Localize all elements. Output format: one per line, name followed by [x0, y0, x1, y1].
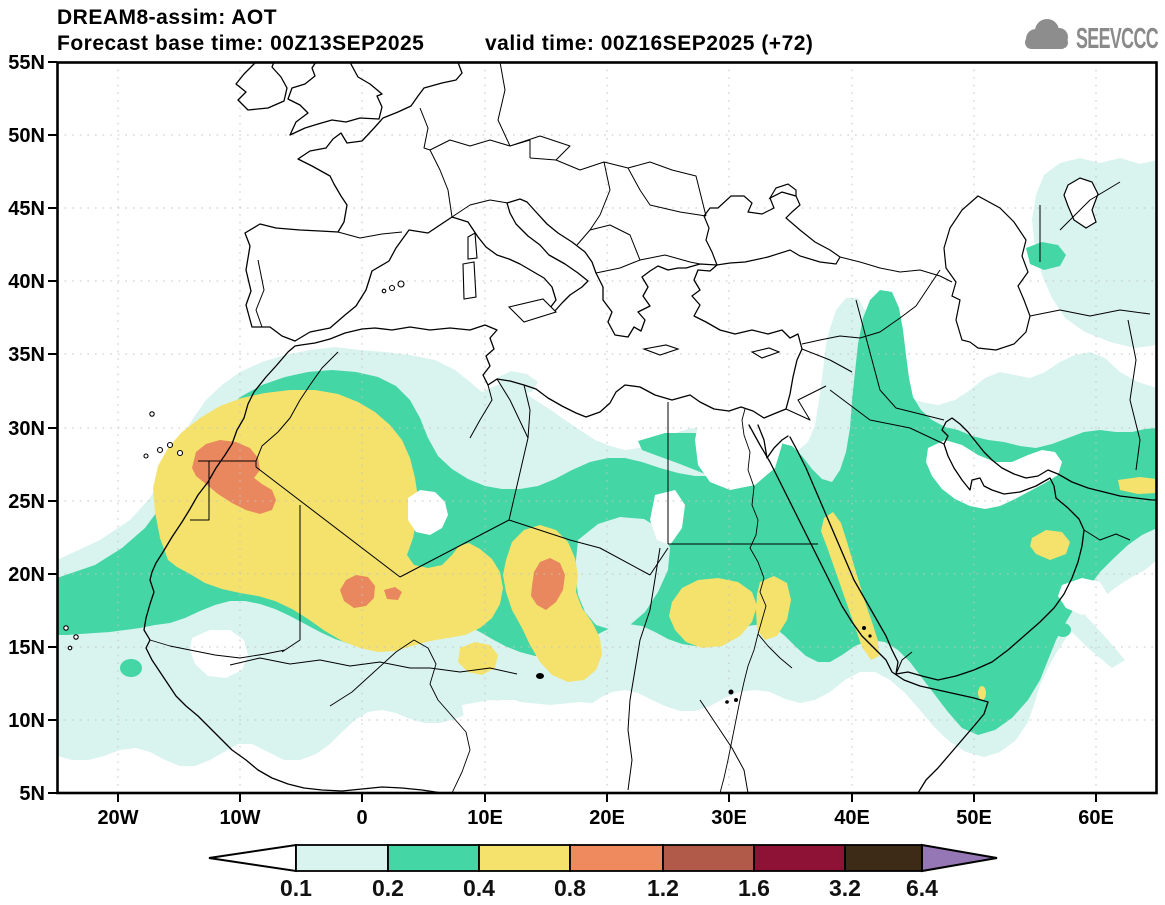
lon-tick-label: 20E — [589, 807, 625, 829]
island-dots — [63, 280, 405, 651]
colorbar-label: 1.2 — [647, 875, 679, 901]
contour-ge-0.4-somalia-dot — [978, 686, 986, 700]
colorbar-label: 1.6 — [738, 875, 770, 901]
black-sea — [703, 191, 841, 266]
map-geography — [63, 63, 1156, 792]
aral-sea — [1063, 177, 1099, 229]
colorbar-segment — [844, 844, 923, 872]
lat-tick-label: 40N — [8, 271, 45, 293]
contour-ge-0.8-morocco — [192, 440, 276, 514]
lat-lon-gridlines — [58, 63, 1156, 792]
lat-tick-label: 45N — [8, 198, 45, 220]
plot-title: DREAM8-assim: AOT — [57, 6, 278, 29]
lon-tick-label: 40E — [834, 807, 870, 829]
colorbar-segment — [569, 844, 664, 872]
colorbar-segment — [753, 844, 846, 872]
lat-tick-label: 5N — [19, 783, 45, 805]
contour-ge-0.8-mali — [340, 575, 375, 608]
contour-ge-0.4-oman — [1030, 530, 1070, 560]
lon-tick-label: 10E — [467, 807, 503, 829]
colorbar-label: 0.4 — [463, 875, 495, 901]
sea-of-azov — [768, 183, 797, 200]
wetland-marks — [536, 626, 872, 704]
contour-ge-0.8-mali-east — [384, 587, 402, 600]
logo-text: SEEVCCC — [1076, 23, 1159, 55]
colorbar-label: 6.4 — [906, 875, 938, 901]
country-borders-mideast — [785, 181, 1151, 675]
colorbar-segment — [478, 844, 571, 872]
contour-ge-0.1-caspian-east — [1032, 158, 1156, 348]
coast-ireland — [235, 63, 288, 111]
lat-tick-label: 35N — [8, 344, 45, 366]
lon-tick-label: 10W — [219, 807, 260, 829]
country-borders-africa — [190, 351, 818, 792]
lat-tick-label: 50N — [8, 125, 45, 147]
contour-ge-0.2-atlantic-spot — [120, 659, 142, 677]
lat-tick-label: 25N — [8, 491, 45, 513]
clear-hole-nigeria — [462, 700, 618, 775]
coast-arabia-gulf-iran — [789, 417, 1156, 681]
river-senegal-niger — [149, 639, 471, 792]
contour-ge-0.2-somali-spot — [1055, 623, 1071, 637]
colorbar: 0.1 0.2 0.4 0.8 1.2 1.6 3.2 6.4 — [208, 843, 998, 901]
country-borders-europe — [255, 63, 707, 328]
contour-ge-0.4-sudan — [669, 578, 757, 648]
coast-iberia-france-northsea — [244, 63, 463, 342]
axis-ticks: 55N 50N 45N 40N 35N 30N 25N 20N 15N 10N 5N 20W 10W 0 1… — [8, 52, 1114, 829]
island-sardinia — [462, 261, 477, 300]
colorbar-segment — [295, 844, 389, 872]
island-sicily — [507, 298, 558, 323]
lon-tick-label: 60E — [1078, 807, 1114, 829]
lon-tick-label: 50E — [956, 807, 992, 829]
lat-tick-label: 30N — [8, 418, 45, 440]
forecast-base-time: Forecast base time: 00Z13SEP2025 — [57, 32, 425, 55]
coast-turkey-levant-north-africa — [143, 264, 803, 792]
coast-red-sea-africa-somalia — [748, 424, 989, 792]
coast-sinai — [757, 424, 789, 459]
contour-ge-0.4-red-sea-streak — [821, 512, 879, 660]
lat-tick-label: 20N — [8, 564, 45, 586]
lat-tick-label: 10N — [8, 710, 45, 732]
river-nile — [719, 408, 793, 792]
lon-tick-label: 30E — [711, 807, 747, 829]
seevccc-logo: SEEVCCC — [1025, 19, 1160, 57]
colorbar-left-arrow — [208, 843, 297, 873]
colorbar-label: 0.8 — [554, 875, 586, 901]
coast-britain — [287, 63, 383, 136]
clear-hole-ne-egypt — [695, 408, 782, 490]
island-cyprus — [750, 347, 781, 359]
coast-spain-med-italy-balkans — [294, 198, 718, 342]
aot-contour-field — [58, 158, 1156, 775]
lon-tick-label: 0 — [356, 807, 367, 829]
contour-ge-0.4-eritrea — [756, 576, 791, 640]
colorbar-right-arrow — [921, 843, 998, 873]
contour-ge-0.2-caspian-se-spot — [1026, 242, 1066, 270]
contour-ge-0.8-chad — [531, 558, 565, 610]
cloud-icon — [1025, 19, 1068, 57]
clear-hole-persian-gulf — [926, 440, 1062, 509]
clear-hole-senegal — [190, 630, 248, 678]
colorbar-label: 0.1 — [280, 875, 312, 901]
valid-time: valid time: 00Z16SEP2025 (+72) — [485, 32, 814, 55]
colorbar-label: 0.2 — [372, 875, 404, 901]
island-corsica — [467, 232, 478, 260]
contour-ge-0.4-niger-lobe — [458, 642, 498, 675]
island-crete — [641, 344, 680, 356]
contour-ge-0.4-makran — [1118, 477, 1156, 494]
lon-tick-label: 20W — [97, 807, 138, 829]
contour-gap-0.1-libya — [575, 517, 670, 630]
lat-tick-label: 55N — [8, 52, 45, 74]
colorbar-segment — [387, 844, 480, 872]
caspian-sea — [943, 195, 1031, 351]
colorbar-segment — [662, 844, 755, 872]
lat-tick-label: 15N — [8, 637, 45, 659]
colorbar-label: 3.2 — [829, 875, 861, 901]
